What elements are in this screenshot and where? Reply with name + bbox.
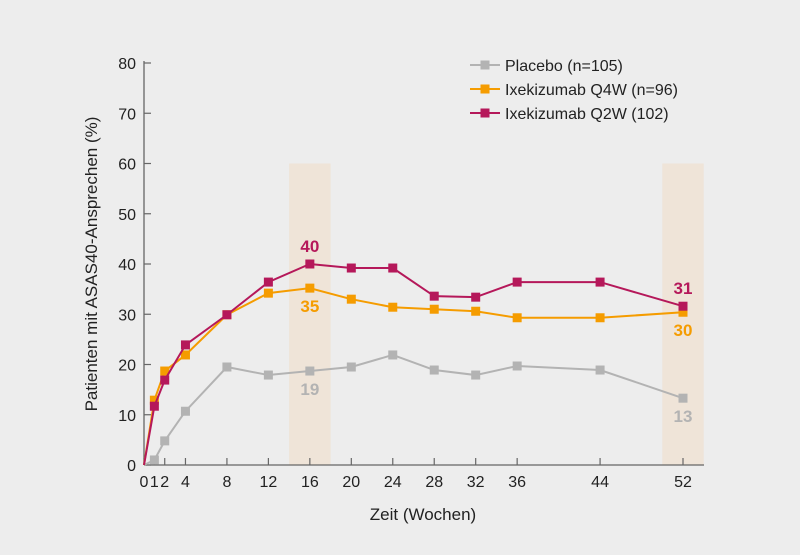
data-point (160, 436, 170, 446)
data-point (512, 277, 522, 287)
data-point (149, 401, 159, 411)
series-line (143, 353, 684, 466)
data-point (595, 313, 605, 323)
data-point (160, 366, 170, 376)
data-point (346, 362, 356, 372)
x-tick-label: 24 (384, 474, 402, 491)
legend-marker (480, 108, 490, 118)
data-point (305, 259, 315, 269)
data-point (149, 455, 159, 465)
x-tick-label: 52 (674, 474, 692, 491)
data-label: 40 (300, 237, 319, 256)
y-tick-label: 20 (118, 358, 136, 375)
series-line (143, 262, 684, 466)
data-label: 31 (674, 279, 693, 298)
x-tick-label: 36 (508, 474, 526, 491)
highlight-band (289, 163, 331, 465)
data-point (595, 365, 605, 375)
y-tick-label: 40 (118, 257, 136, 274)
data-point (471, 292, 481, 302)
data-point (222, 310, 232, 320)
data-point (305, 283, 315, 293)
data-point (160, 375, 170, 385)
y-tick-label: 50 (118, 207, 136, 224)
data-point (429, 365, 439, 375)
data-point (263, 370, 273, 380)
data-point (180, 350, 190, 360)
x-tick-label: 8 (222, 474, 231, 491)
x-tick-label: 1 (150, 474, 159, 491)
x-axis-label: Zeit (Wochen) (370, 505, 476, 524)
legend-label: Ixekizumab Q2W (102) (505, 106, 669, 123)
data-point (678, 301, 688, 311)
data-point (388, 350, 398, 360)
data-point (388, 302, 398, 312)
x-tick-label: 12 (259, 474, 277, 491)
y-tick-label: 60 (118, 157, 136, 174)
data-point (429, 291, 439, 301)
x-tick-label: 32 (467, 474, 485, 491)
x-tick-label: 44 (591, 474, 609, 491)
legend-marker (480, 84, 490, 94)
y-tick-label: 0 (127, 458, 136, 475)
data-point (595, 277, 605, 287)
data-point (471, 306, 481, 316)
y-tick-label: 30 (118, 307, 136, 324)
data-label: 13 (674, 407, 693, 426)
x-tick-label: 20 (342, 474, 360, 491)
y-tick-label: 70 (118, 106, 136, 123)
data-point (263, 277, 273, 287)
data-point (346, 263, 356, 273)
data-point (222, 362, 232, 372)
data-point (149, 395, 159, 405)
x-tick-label: 2 (160, 474, 169, 491)
x-tick-label: 28 (425, 474, 443, 491)
data-point (512, 361, 522, 371)
x-tick-label: 16 (301, 474, 319, 491)
data-point (429, 304, 439, 314)
data-point (678, 307, 688, 317)
data-point (305, 366, 315, 376)
data-label: 19 (300, 380, 319, 399)
data-point (180, 406, 190, 416)
y-tick-label: 80 (118, 56, 136, 73)
legend-label: Placebo (n=105) (505, 58, 623, 75)
data-point (678, 393, 688, 403)
data-point (346, 294, 356, 304)
x-tick-label: 4 (181, 474, 190, 491)
y-tick-label: 10 (118, 408, 136, 425)
y-axis-label: Patienten mit ASAS40-Ansprechen (%) (82, 117, 101, 412)
data-point (471, 370, 481, 380)
x-tick-label: 0 (140, 474, 149, 491)
data-point (512, 313, 522, 323)
data-point (263, 288, 273, 298)
data-label: 30 (674, 321, 693, 340)
data-point (388, 263, 398, 273)
data-label: 35 (300, 297, 319, 316)
legend-label: Ixekizumab Q4W (n=96) (505, 82, 678, 99)
legend-marker (480, 60, 490, 70)
data-point (180, 340, 190, 350)
